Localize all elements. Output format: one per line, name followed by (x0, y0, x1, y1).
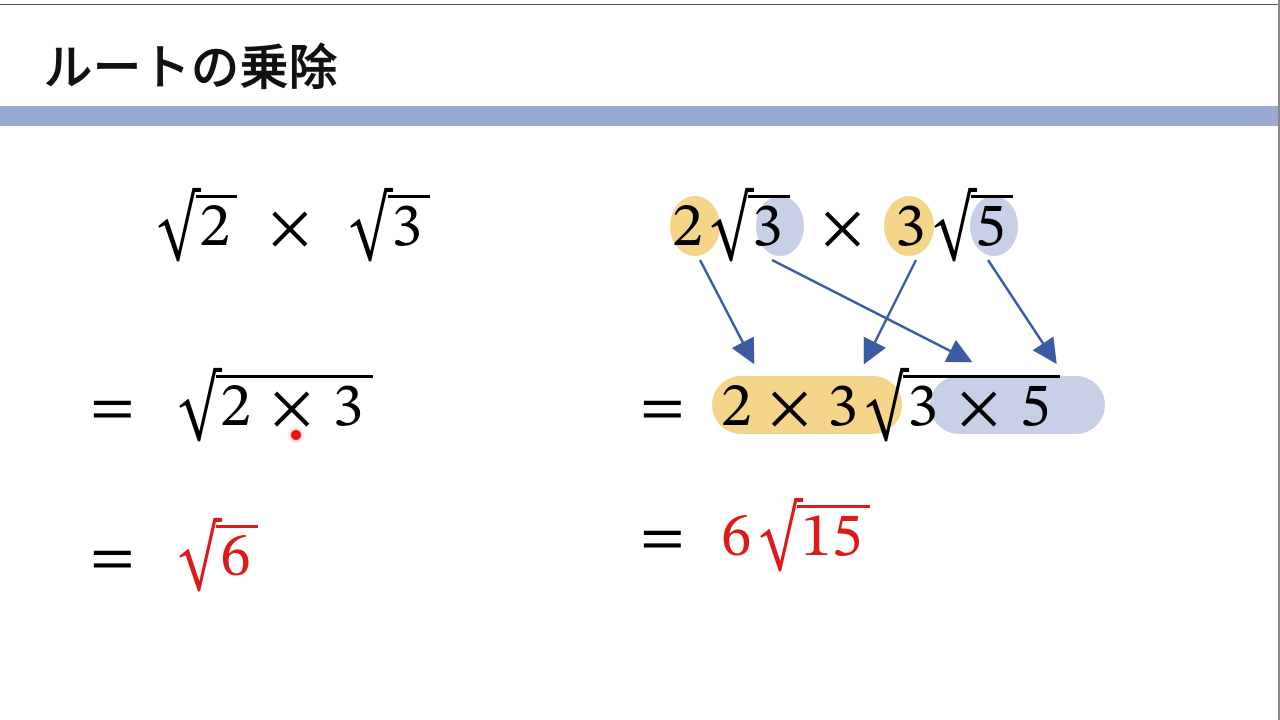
surd-glyph: √ (178, 520, 220, 598)
coeff1: 2 (672, 198, 703, 260)
surd-glyph: √ (157, 190, 199, 268)
right-line1: 2√3 × 3√5 (672, 190, 1013, 268)
page-title: ルートの乗除 (44, 28, 338, 98)
coeff-b: 3 (827, 378, 858, 440)
arrow-rad2 (988, 260, 1054, 360)
sqrt-symbol: √3 (342, 190, 429, 268)
times-symbol: × (820, 190, 865, 268)
top-hairline (0, 4, 1278, 5)
equals-symbol: = (640, 370, 685, 448)
left-line2: = √2 × 3 (90, 370, 373, 448)
arrow-rad1 (772, 260, 968, 360)
surd-glyph: √ (178, 370, 220, 448)
left-line1: √2 × √3 (150, 190, 430, 268)
times-symbol: × (267, 190, 312, 268)
title-divider (0, 106, 1278, 126)
radicand: 2 (196, 195, 238, 260)
result-coeff: 6 (721, 508, 752, 570)
result-sqrt: √6 (171, 520, 258, 598)
radicand: 3 (748, 195, 790, 260)
surd-glyph: √ (865, 370, 907, 448)
sqrt-symbol: √3 (703, 190, 790, 268)
radicand: 3 × 5 (903, 375, 1059, 440)
surd-glyph: √ (933, 190, 975, 268)
sqrt-symbol: √5 (926, 190, 1013, 268)
radicand: 15 (797, 505, 870, 570)
arrow-coeff2 (866, 260, 916, 360)
arrow-coeff1 (700, 260, 752, 360)
sqrt-symbol: √2 (150, 190, 237, 268)
left-line3: = √6 (90, 520, 258, 598)
radicand: 3 (388, 195, 430, 260)
times-symbol: × (767, 370, 812, 448)
radicand: 6 (216, 525, 258, 590)
right-line2: = 2×3√3 × 5 (640, 370, 1060, 448)
sqrt-symbol: √2 × 3 (171, 370, 373, 448)
right-line3: = 6√15 (640, 500, 870, 578)
slide: ルートの乗除 √2 × √3 = √2 × 3 = √6 2√3 × 3√5 (0, 0, 1280, 720)
surd-glyph: √ (710, 190, 752, 268)
coeff-a: 2 (721, 378, 752, 440)
equals-symbol: = (90, 520, 135, 598)
coeff2: 3 (895, 198, 926, 260)
result-sqrt: √15 (752, 500, 870, 578)
radicand: 5 (971, 195, 1013, 260)
surd-glyph: √ (350, 190, 392, 268)
equals-symbol: = (640, 500, 685, 578)
equals-symbol: = (90, 370, 135, 448)
sqrt-symbol: √3 × 5 (858, 370, 1060, 448)
surd-glyph: √ (759, 500, 801, 578)
laser-pointer-icon (291, 430, 301, 440)
